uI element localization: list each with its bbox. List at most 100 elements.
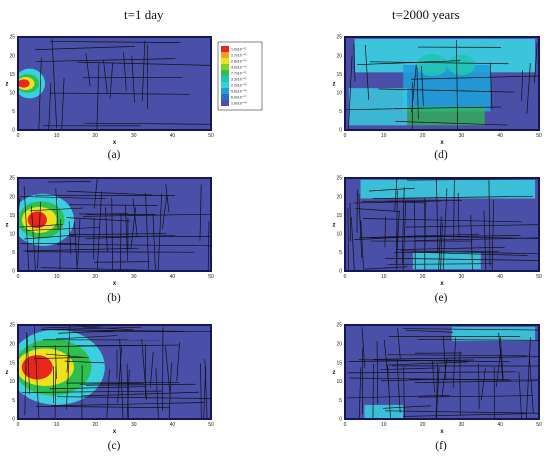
x-tick-label: 50 <box>536 422 542 428</box>
fracture-line <box>416 67 419 120</box>
fracture-line <box>49 92 191 95</box>
fracture-line <box>22 390 162 393</box>
caption-c: (c) <box>107 440 121 452</box>
fracture-line <box>405 224 539 228</box>
fracture-line <box>69 233 167 235</box>
z-tick-label: 0 <box>12 128 15 134</box>
plume-contour <box>364 404 404 419</box>
fracture-line <box>165 346 171 394</box>
fracture-line <box>93 178 98 209</box>
x-tick-label: 30 <box>459 422 465 428</box>
fracture-line <box>442 188 448 271</box>
fracture-line <box>51 39 58 129</box>
z-axis-label: z <box>6 223 9 229</box>
fracture-line <box>96 62 100 130</box>
fracture-line <box>69 204 158 206</box>
panel-b: 0 10 20 30 40 50 0 5 10 15 20 25 x z <box>6 176 214 287</box>
legend-swatch <box>221 46 229 52</box>
legend-swatch <box>221 76 229 82</box>
x-tick-label: 30 <box>459 133 465 139</box>
fracture-line <box>405 329 453 333</box>
fracture-line <box>119 338 124 419</box>
z-axis-label: z <box>6 370 9 376</box>
fracture-line <box>54 365 57 419</box>
fracture-line <box>64 360 105 364</box>
fracture-line <box>372 195 534 199</box>
x-tick-label: 20 <box>420 422 426 428</box>
fracture-line <box>355 208 401 212</box>
x-tick-label: 20 <box>420 133 426 139</box>
fracture-line <box>49 41 181 43</box>
fracture-line <box>534 43 538 84</box>
fracture-line <box>480 368 486 401</box>
fracture-line <box>364 266 408 270</box>
caption-b: (b) <box>107 292 121 304</box>
fracture-line <box>438 216 442 271</box>
fracture-line <box>417 339 539 341</box>
fracture-line <box>421 65 424 106</box>
fracture-line <box>518 371 522 419</box>
fracture-line <box>346 394 450 399</box>
z-tick-label: 0 <box>339 417 342 423</box>
fracture-line <box>372 363 374 419</box>
fracture-line <box>348 359 475 362</box>
fracture-line <box>48 82 52 130</box>
caption-d: (d) <box>434 149 448 161</box>
z-tick-label: 10 <box>336 91 342 97</box>
fracture-line <box>359 233 480 239</box>
fracture-line <box>85 234 176 239</box>
z-tick-label: 25 <box>336 323 342 329</box>
legend-label: 2.8x10⁻⁰³ <box>231 59 247 63</box>
fracture-line <box>400 250 539 255</box>
fracture-line <box>441 358 448 398</box>
fracture-line <box>397 328 401 359</box>
fracture-line <box>402 201 407 271</box>
fracture-line <box>395 106 502 109</box>
fracture-line <box>369 61 509 65</box>
legend-label: 1.0x10⁻⁰² <box>231 47 247 51</box>
fracture-line <box>378 88 515 93</box>
fracture-line <box>49 386 147 390</box>
left-column-title: t=1 day <box>124 7 164 22</box>
x-tick-label: 30 <box>131 133 137 139</box>
plume-contour <box>451 326 536 341</box>
fracture-line <box>123 52 127 91</box>
legend-label: 4.0x10⁻⁰⁴ <box>231 65 247 69</box>
fracture-line <box>93 261 150 263</box>
fracture-line <box>79 382 144 385</box>
fracture-line <box>66 190 153 196</box>
x-tick-label: 30 <box>131 422 137 428</box>
fracture-line <box>132 198 138 237</box>
fracture-line <box>36 405 170 409</box>
fracture-line <box>82 391 199 397</box>
fracture-line <box>347 207 350 271</box>
legend-swatch <box>221 82 229 88</box>
x-tick-label: 40 <box>170 133 176 139</box>
fracture-line <box>414 380 539 383</box>
panel-c-frame <box>17 324 212 420</box>
fracture-line <box>358 367 362 419</box>
fracture-line <box>526 63 531 114</box>
z-axis-label: z <box>333 223 336 229</box>
legend-label: 3.3x10⁻⁰⁵ <box>231 77 247 81</box>
fracture-line <box>131 56 135 103</box>
x-tick-label: 50 <box>208 422 214 428</box>
fracture-line <box>387 354 528 357</box>
fracture-line <box>105 207 108 252</box>
x-tick-label: 40 <box>170 274 176 280</box>
fracture-line <box>203 366 207 419</box>
x-tick-label: 0 <box>17 133 20 139</box>
legend-swatch <box>221 70 229 76</box>
fracture-line <box>199 184 202 241</box>
fracture-line <box>364 44 370 100</box>
legend-swatch <box>221 58 229 64</box>
fracture-line <box>55 345 57 380</box>
fracture-line <box>61 78 65 130</box>
fracture-line <box>19 196 106 200</box>
right-column-title: t=2000 years <box>392 7 460 22</box>
fracture-line <box>57 396 211 399</box>
fracture-line <box>414 237 539 241</box>
fracture-line <box>157 193 163 271</box>
fracture-line <box>31 205 36 271</box>
